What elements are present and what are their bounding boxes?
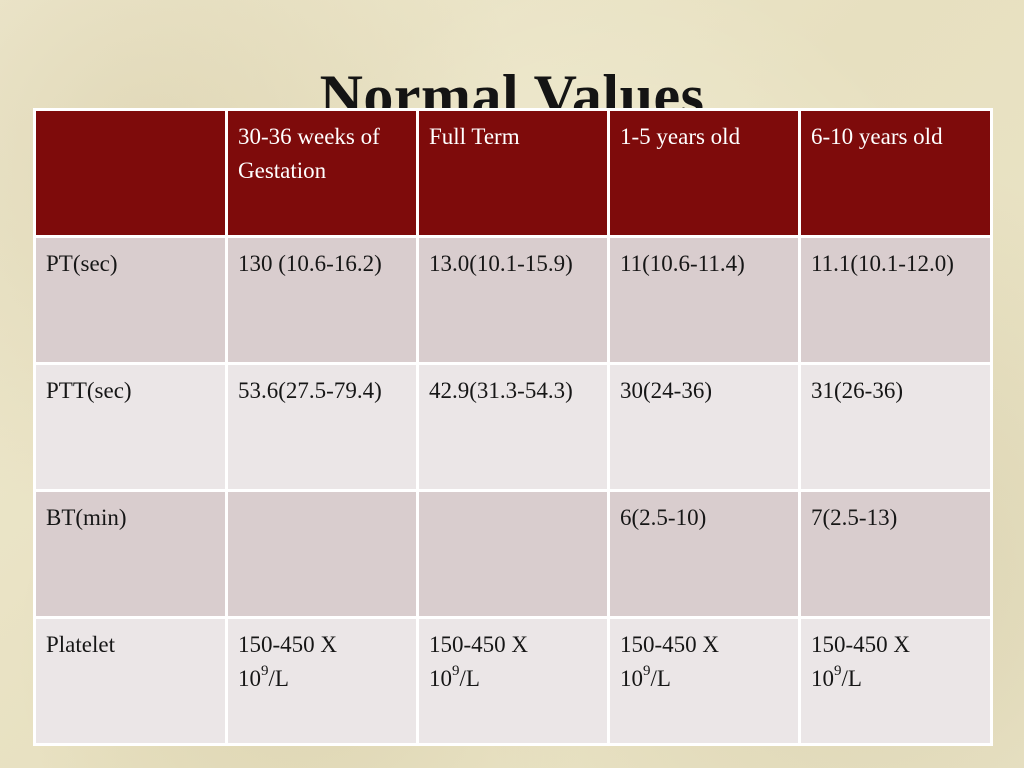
table-cell — [225, 489, 419, 619]
table-cell: 11(10.6-11.4) — [607, 235, 801, 365]
platelet-unit: /L — [459, 666, 480, 691]
table-cell: 150-450 X 109/L — [798, 616, 993, 746]
table-cell: 6(2.5-10) — [607, 489, 801, 619]
platelet-prefix: 150-450 X — [429, 632, 529, 657]
header-cell-empty — [33, 108, 228, 238]
platelet-exponent: 9 — [834, 663, 842, 680]
table-cell: 30(24-36) — [607, 362, 801, 492]
table-cell: 150-450 X 109/L — [416, 616, 610, 746]
table-cell: 13.0(10.1-15.9) — [416, 235, 610, 365]
platelet-prefix: 150-450 X — [811, 632, 911, 657]
table-header-row: 30-36 weeks of Gestation Full Term 1-5 y… — [33, 108, 993, 238]
table-row-pt: PT(sec) 130 (10.6-16.2) 13.0(10.1-15.9) … — [33, 235, 993, 365]
table-cell: 11.1(10.1-12.0) — [798, 235, 993, 365]
row-label-ptt: PTT(sec) — [33, 362, 228, 492]
row-label-bt: BT(min) — [33, 489, 228, 619]
table-cell: 42.9(31.3-54.3) — [416, 362, 610, 492]
row-label-pt: PT(sec) — [33, 235, 228, 365]
platelet-prefix: 150-450 X — [238, 632, 338, 657]
table-row-bt: BT(min) 6(2.5-10) 7(2.5-13) — [33, 489, 993, 619]
table-cell: 31(26-36) — [798, 362, 993, 492]
table-cell: 7(2.5-13) — [798, 489, 993, 619]
platelet-exponent: 9 — [452, 663, 460, 680]
header-cell-30-36-weeks: 30-36 weeks of Gestation — [225, 108, 419, 238]
row-label-platelet: Platelet — [33, 616, 228, 746]
table-row-platelet: Platelet 150-450 X 109/L 150-450 X 109/L… — [33, 616, 993, 746]
platelet-unit: /L — [841, 666, 862, 691]
platelet-exponent: 9 — [261, 663, 269, 680]
table-cell: 150-450 X 109/L — [225, 616, 419, 746]
normal-values-table: 30-36 weeks of Gestation Full Term 1-5 y… — [33, 108, 993, 746]
platelet-base: 10 — [811, 666, 834, 691]
header-cell-full-term: Full Term — [416, 108, 610, 238]
platelet-unit: /L — [268, 666, 289, 691]
table-cell — [416, 489, 610, 619]
table-cell: 53.6(27.5-79.4) — [225, 362, 419, 492]
header-cell-6-10-years: 6-10 years old — [798, 108, 993, 238]
table-cell: 130 (10.6-16.2) — [225, 235, 419, 365]
platelet-base: 10 — [238, 666, 261, 691]
table-cell: 150-450 X 109/L — [607, 616, 801, 746]
platelet-unit: /L — [650, 666, 671, 691]
platelet-base: 10 — [620, 666, 643, 691]
platelet-prefix: 150-450 X — [620, 632, 720, 657]
header-cell-1-5-years: 1-5 years old — [607, 108, 801, 238]
table-row-ptt: PTT(sec) 53.6(27.5-79.4) 42.9(31.3-54.3)… — [33, 362, 993, 492]
platelet-exponent: 9 — [643, 663, 651, 680]
platelet-base: 10 — [429, 666, 452, 691]
